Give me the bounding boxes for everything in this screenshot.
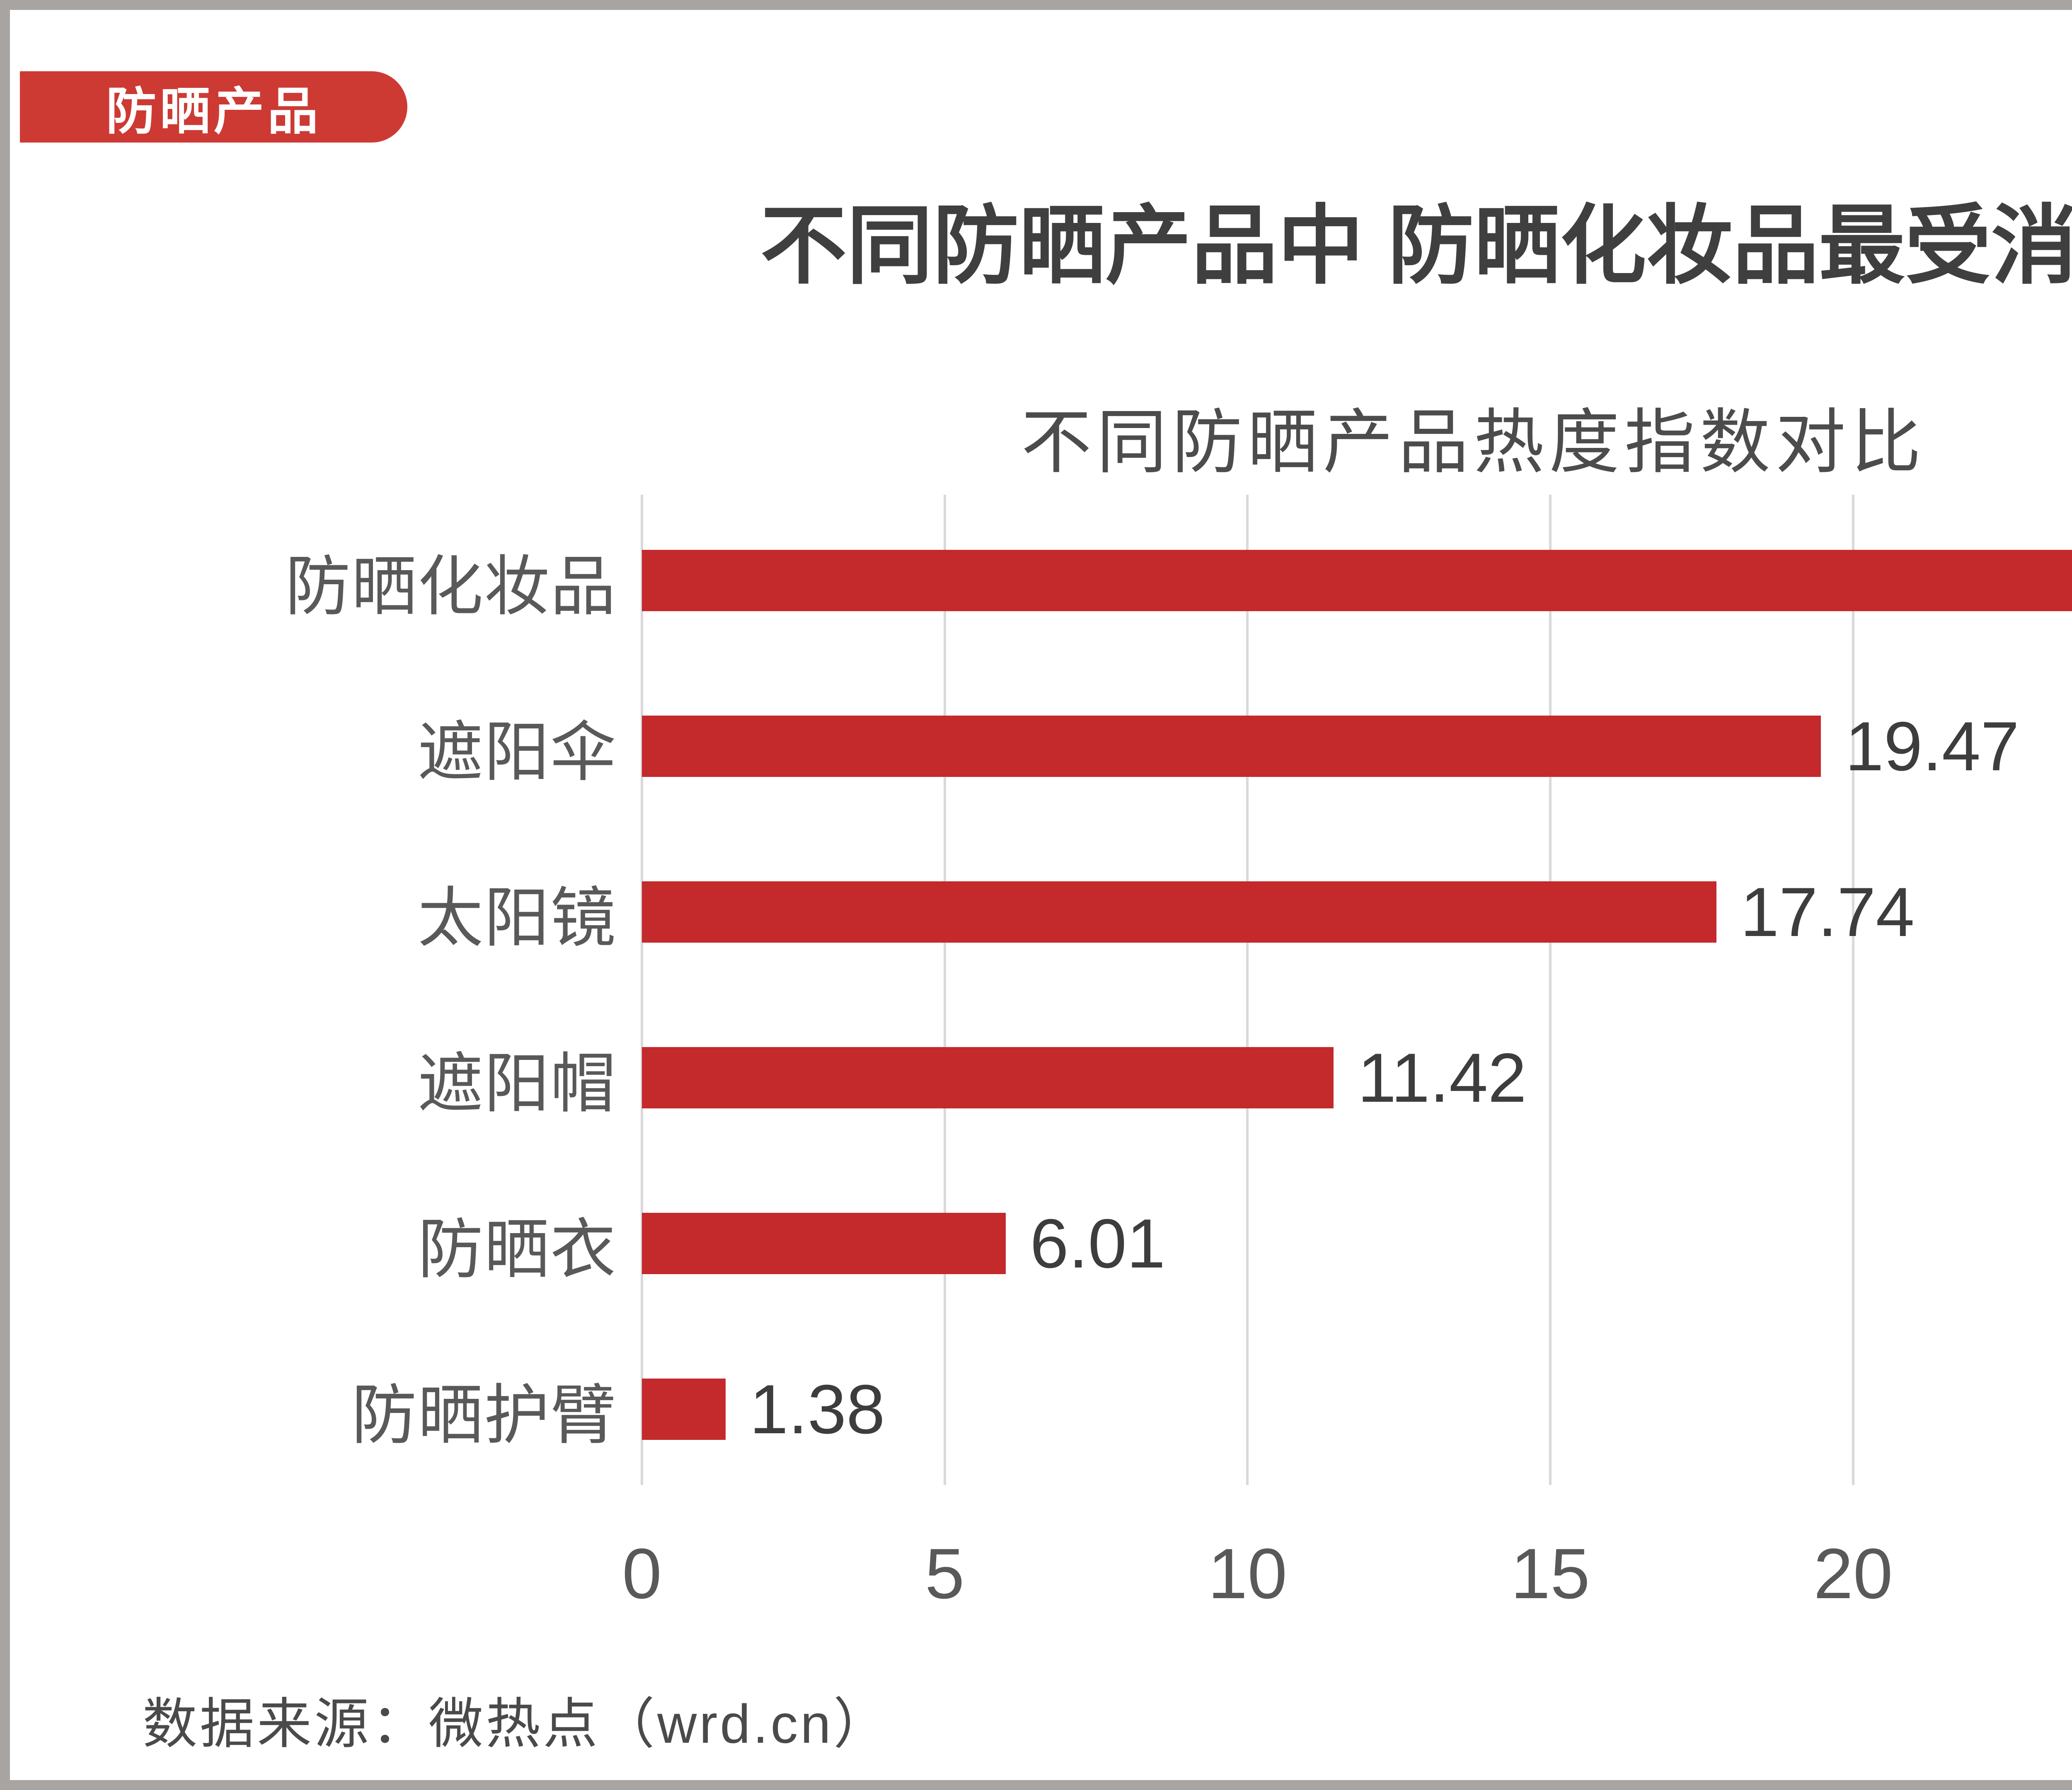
x-tick-label-10: 10 [1208, 1534, 1288, 1613]
bar-防晒衣 [642, 1213, 1006, 1274]
gridline-x-15 [1549, 495, 1552, 1485]
category-badge-label: 防晒产品 [106, 83, 322, 140]
x-tick-label-20: 20 [1813, 1534, 1893, 1613]
category-badge: 防晒产品 [20, 71, 407, 143]
x-axis-ticks: 05101520253035 [622, 1485, 2072, 1613]
category-label: 遮阳帽 [418, 1047, 617, 1120]
bar-太阳镜 [642, 881, 1716, 943]
category-label: 太阳镜 [418, 881, 617, 955]
main-title: 不同防晒产品中 防晒化妆品最受消费者关注 [760, 198, 2072, 294]
bar-防晒护臂 [642, 1379, 726, 1440]
x-tick-label-0: 0 [622, 1534, 662, 1613]
category-label: 遮阳伞 [418, 716, 617, 789]
bar-value-label: 19.47 [1845, 707, 2019, 785]
bar-value-label: 11.42 [1357, 1038, 1527, 1117]
data-source: 数据来源：微热点（wrd.cn） [143, 1693, 891, 1754]
category-label: 防晒衣 [418, 1213, 617, 1286]
bar-value-label: 6.01 [1030, 1204, 1166, 1282]
x-tick-label-15: 15 [1510, 1534, 1590, 1613]
category-label: 防晒化妆品 [285, 550, 617, 623]
x-tick-label-25: 25 [2069, 1533, 2072, 1615]
category-labels: 防晒化妆品遮阳伞太阳镜遮阳帽防晒衣防晒护臂 [20, 495, 617, 1485]
bar-防晒化妆品 [642, 550, 2072, 611]
bar-遮阳帽 [642, 1047, 1334, 1108]
x-tick-label-5: 5 [925, 1534, 965, 1613]
gridline-x-0 [641, 495, 643, 1485]
gridline-x-10 [1246, 495, 1249, 1485]
bar-遮阳伞 [642, 716, 1821, 777]
bar-value-label: 1.38 [749, 1370, 885, 1448]
category-label: 防晒护臂 [351, 1379, 617, 1452]
gridline-x-20 [1852, 495, 1854, 1485]
chart-title: 不同防晒产品热度指数对比 [1021, 403, 1927, 482]
gridline-x-5 [943, 495, 946, 1485]
bar-value-label: 17.74 [1740, 873, 1915, 951]
